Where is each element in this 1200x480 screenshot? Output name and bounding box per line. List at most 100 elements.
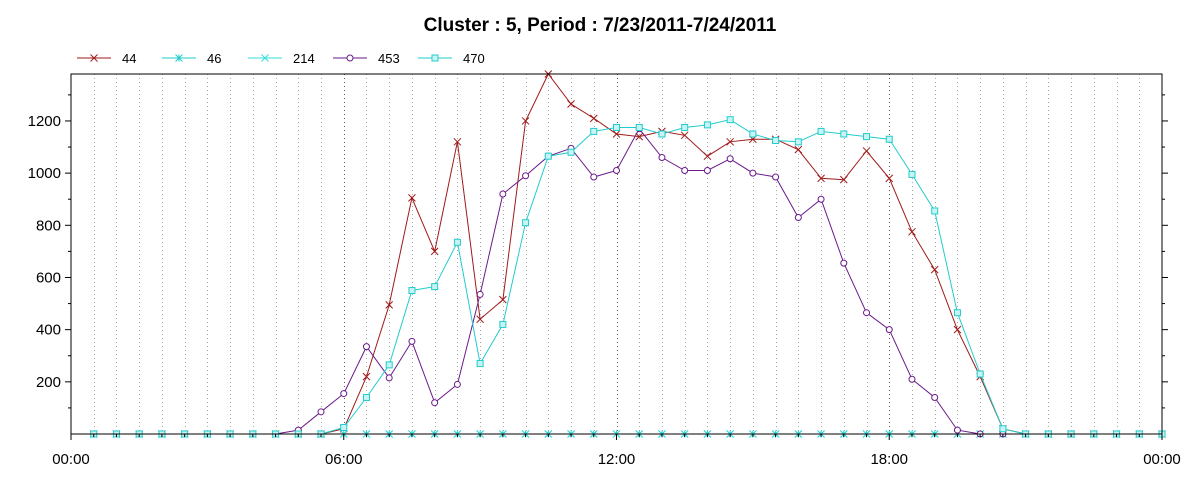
data-point-470 [658,130,666,138]
x-tick-label: 00:00 [52,451,90,468]
data-point-470 [522,219,530,227]
data-point-44 [908,227,916,236]
data-point-470 [749,130,757,138]
legend-label: 44 [122,51,136,66]
data-point-453 [317,408,325,416]
data-point-44 [862,147,871,155]
data-point-453 [953,426,961,434]
legend-item-46: 46 [162,51,221,66]
legend-label: 214 [293,51,315,66]
legend-label: 46 [207,51,221,66]
data-point-44 [726,137,734,146]
legend-item-470: 470 [418,51,485,66]
data-point-470 [681,123,689,131]
y-tick-label: 1200 [28,113,61,130]
data-point-470 [863,133,871,141]
data-point-44 [703,152,712,161]
data-point-470 [431,283,439,291]
data-point-470 [499,320,507,328]
y-tick-label: 400 [36,322,61,339]
data-point-44 [567,100,575,108]
legend: 44 46 214 453 470 [77,51,485,66]
data-point-44 [794,145,803,154]
data-point-470 [817,127,825,135]
legend-marker-470 [431,54,439,62]
series-layer [89,70,1166,438]
chart-title: Cluster : 5, Period : 7/23/2011-7/24/201… [424,15,777,36]
data-point-44 [362,372,371,381]
data-point-470 [408,287,416,295]
data-point-44 [930,265,939,274]
data-point-470 [840,130,848,138]
data-point-453 [453,380,461,388]
data-point-470 [999,425,1007,433]
data-point-44 [589,114,598,123]
data-point-453 [340,390,348,398]
data-point-453 [362,343,370,351]
x-tick-label: 06:00 [325,451,363,468]
legend-marker-44 [90,54,98,62]
data-point-44 [953,325,962,334]
data-point-453 [726,155,734,163]
data-point-470 [976,370,984,378]
data-point-470 [613,123,620,131]
series-470 [90,116,1166,438]
y-tick-label: 200 [36,374,61,391]
series-44 [89,70,1166,438]
data-point-44 [817,174,825,183]
data-point-44 [453,137,462,146]
data-point-453 [590,173,598,181]
x-tick-label: 12:00 [598,451,636,468]
data-point-470 [567,148,575,156]
data-point-44 [680,131,689,140]
data-point-453 [840,259,848,267]
data-point-44 [612,130,621,138]
data-point-453 [476,290,484,298]
legend-marker-46 [175,54,183,62]
legend-item-214: 214 [248,51,315,66]
data-point-470 [362,393,370,401]
data-point-453 [499,190,507,198]
data-point-453 [522,172,530,180]
data-point-470 [590,127,598,135]
data-point-44 [408,194,416,202]
data-point-44 [839,175,848,184]
data-point-470 [385,361,393,369]
x-tick-label: 00:00 [1143,451,1181,468]
data-point-453 [863,309,871,317]
data-point-470 [908,170,916,178]
data-point-470 [476,360,484,368]
legend-item-44: 44 [77,51,136,66]
axes: 00:00 06:00 12:00 18:00 00:00 200 400 600 800 100… [28,94,1181,468]
data-point-44 [885,174,894,183]
legend-marker-214 [261,54,269,62]
data-point-470 [453,238,461,246]
data-point-453 [613,167,620,175]
data-point-470 [544,152,552,160]
data-point-453 [703,167,711,175]
data-point-44 [385,301,394,309]
data-point-470 [885,135,893,143]
data-point-453 [658,153,666,161]
data-point-44 [476,315,484,324]
legend-label: 453 [378,51,400,66]
data-point-453 [885,326,893,334]
legend-item-453: 453 [333,51,400,66]
legend-label: 470 [463,51,485,66]
data-point-453 [749,169,757,177]
data-point-44 [499,295,507,304]
x-tick-label: 18:00 [870,451,908,468]
data-point-44 [430,247,439,256]
legend-marker-453 [346,54,354,62]
y-tick-label: 600 [36,269,61,286]
data-point-44 [521,117,530,125]
data-point-453 [908,375,916,383]
data-point-453 [772,173,780,181]
data-point-470 [931,207,939,215]
y-tick-label: 1000 [28,165,61,182]
data-point-453 [431,399,439,407]
grid [94,74,1140,434]
y-tick-label: 800 [36,217,61,234]
data-point-470 [953,309,961,317]
